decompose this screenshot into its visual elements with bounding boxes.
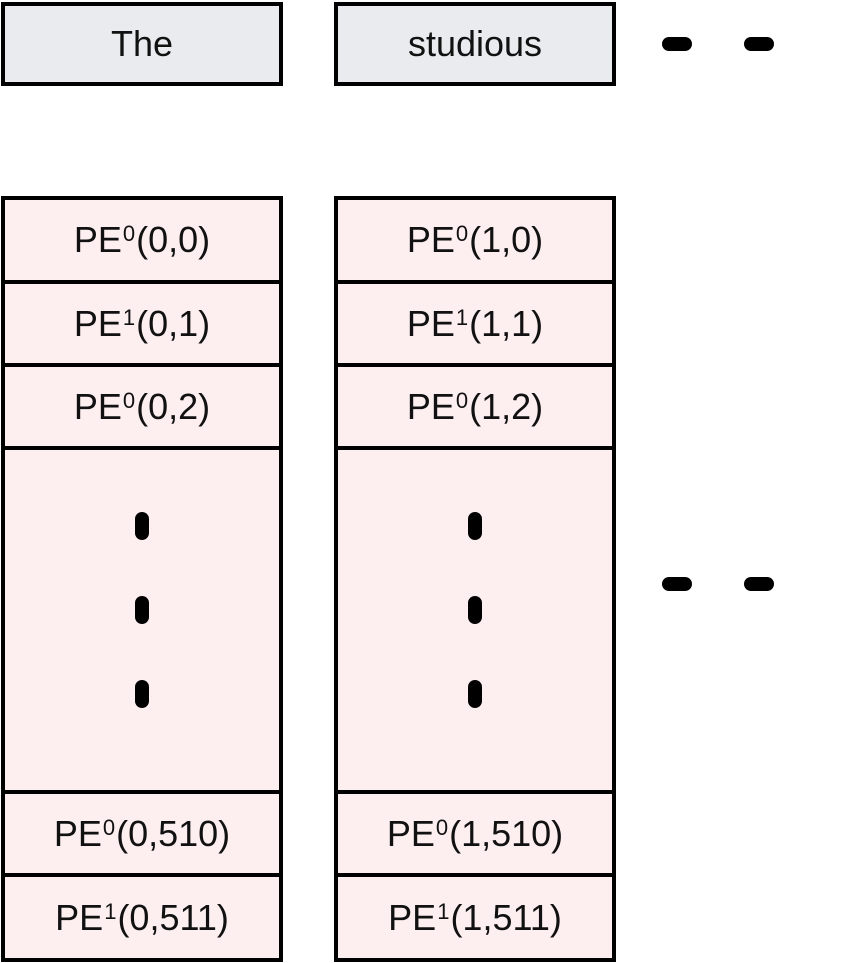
vertical-ellipsis-cell bbox=[5, 450, 279, 794]
pe-args: (0,0) bbox=[136, 219, 211, 260]
pe-base: PE bbox=[55, 896, 104, 938]
pe-superscript: 0 bbox=[102, 814, 116, 840]
token-label: The bbox=[110, 23, 174, 64]
pe-superscript: 1 bbox=[104, 898, 117, 924]
pe-base: PE bbox=[386, 812, 435, 854]
pe-args: (1,2) bbox=[469, 385, 544, 427]
pe-base: PE bbox=[406, 385, 455, 427]
pe-superscript: 0 bbox=[435, 814, 449, 840]
token-box-the: The bbox=[1, 2, 283, 86]
pe-args: (1,0) bbox=[469, 219, 544, 260]
pe-base: PE bbox=[73, 302, 122, 344]
vertical-ellipsis-dot bbox=[468, 596, 482, 624]
token-label: studious bbox=[407, 23, 543, 64]
vertical-ellipsis-dot bbox=[135, 680, 149, 708]
vertical-ellipsis-cell bbox=[338, 450, 612, 794]
pe-superscript: 1 bbox=[455, 304, 469, 330]
horizontal-ellipsis-dash bbox=[662, 577, 692, 591]
pe-args: (1,510) bbox=[449, 812, 564, 854]
pe-args: (1,511) bbox=[450, 896, 562, 938]
pe-cell: PE 1 (1,1) bbox=[338, 284, 612, 367]
pe-cell: PE 0 (1,510) bbox=[338, 794, 612, 877]
pe-args: (1,1) bbox=[469, 302, 544, 344]
pe-superscript: 1 bbox=[122, 304, 136, 330]
pe-base: PE bbox=[53, 812, 102, 854]
pe-cell: PE 0 (1,2) bbox=[338, 367, 612, 450]
pe-superscript: 1 bbox=[437, 898, 450, 924]
pe-superscript: 0 bbox=[122, 387, 136, 413]
pe-args: (0,511) bbox=[117, 896, 229, 938]
pe-superscript: 0 bbox=[455, 221, 469, 246]
pe-cell: PE 0 (0,2) bbox=[5, 367, 279, 450]
horizontal-ellipsis-dash bbox=[662, 37, 692, 51]
pe-args: (0,510) bbox=[116, 812, 231, 854]
pe-cell: PE 1 (1,511) bbox=[338, 877, 612, 958]
horizontal-ellipsis-dash bbox=[744, 577, 774, 591]
vertical-ellipsis-dot bbox=[135, 512, 149, 540]
pe-base: PE bbox=[388, 896, 437, 938]
pe-superscript: 0 bbox=[455, 387, 469, 413]
horizontal-ellipsis-dash bbox=[744, 37, 774, 51]
vertical-ellipsis-dot bbox=[135, 596, 149, 624]
pe-base: PE bbox=[73, 385, 122, 427]
pe-base: PE bbox=[73, 219, 122, 260]
pe-cell: PE 0 (0,0) bbox=[5, 200, 279, 284]
pe-cell: PE 0 (1,0) bbox=[338, 200, 612, 284]
pe-superscript: 0 bbox=[122, 221, 136, 246]
pe-cell: PE 1 (0,1) bbox=[5, 284, 279, 367]
pe-args: (0,2) bbox=[136, 385, 211, 427]
vertical-ellipsis-dot bbox=[468, 680, 482, 708]
positional-encoding-column-0: PE 0 (0,0) PE 1 (0,1) PE 0 (0,2) PE 0 (0,510) PE… bbox=[1, 196, 283, 962]
vertical-ellipsis-dot bbox=[468, 512, 482, 540]
token-box-studious: studious bbox=[334, 2, 616, 86]
pe-base: PE bbox=[406, 302, 455, 344]
pe-cell: PE 1 (0,511) bbox=[5, 877, 279, 958]
pe-args: (0,1) bbox=[136, 302, 211, 344]
pe-cell: PE 0 (0,510) bbox=[5, 794, 279, 877]
positional-encoding-column-1: PE 0 (1,0) PE 1 (1,1) PE 0 (1,2) PE 0 (1,510) PE… bbox=[334, 196, 616, 962]
pe-base: PE bbox=[406, 219, 455, 260]
